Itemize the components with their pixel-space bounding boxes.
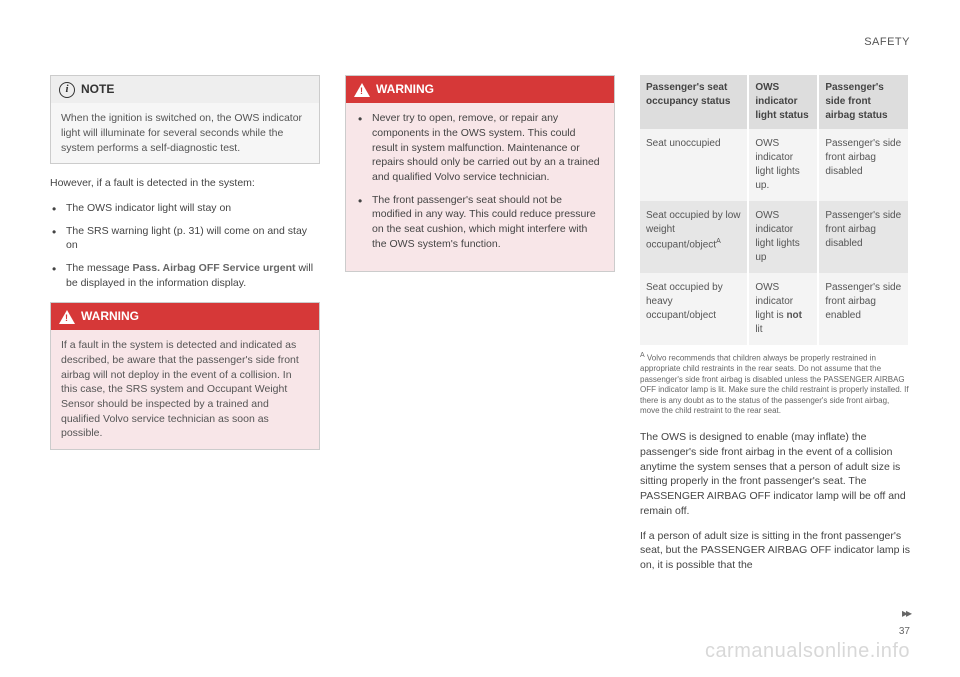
- th-3: Passenger's side front airbag status: [818, 75, 909, 129]
- bullet-3-bold: Pass. Airbag OFF Service urgent: [133, 262, 296, 274]
- th-1: Passenger's seat occupancy status: [640, 75, 748, 129]
- info-icon: i: [59, 82, 75, 98]
- warning2-bullet-2: The front passenger's seat should not be…: [356, 193, 604, 252]
- ows-para-1: The OWS is designed to enable (may infla…: [640, 430, 910, 518]
- bullet-2: The SRS warning light (p. 31) will come …: [50, 224, 320, 253]
- note-title: NOTE: [81, 81, 114, 98]
- warning-title-1: WARNING: [81, 308, 139, 325]
- intro-text: However, if a fault is detected in the s…: [50, 176, 320, 191]
- column-3: Passenger's seat occupancy status OWS in…: [640, 75, 910, 582]
- section-header: SAFETY: [50, 35, 910, 50]
- r2c3: Passenger's side front airbag disabled: [818, 201, 909, 273]
- ows-para-2: If a person of adult size is sitting in …: [640, 529, 910, 573]
- continue-marker: ▸▸: [902, 605, 910, 622]
- warning-body-1: If a fault in the system is detected and…: [51, 330, 319, 449]
- column-2: WARNING Never try to open, remove, or re…: [345, 75, 615, 582]
- warning-icon: [59, 310, 75, 324]
- warning-title-2: WARNING: [376, 81, 434, 98]
- fault-bullets: The OWS indicator light will stay on The…: [50, 201, 320, 290]
- r3c1: Seat occupied by heavy occupant/object: [640, 273, 748, 345]
- warning2-bullet-1: Never try to open, remove, or repair any…: [356, 111, 604, 184]
- warning-header-1: WARNING: [51, 303, 319, 330]
- warning-body-2: Never try to open, remove, or repair any…: [346, 103, 614, 271]
- note-header: i NOTE: [51, 76, 319, 103]
- r1c1: Seat unoccupied: [640, 129, 748, 201]
- warning-callout-2: WARNING Never try to open, remove, or re…: [345, 75, 615, 272]
- r1c2: OWS indicator light lights up.: [748, 129, 818, 201]
- warning-header-2: WARNING: [346, 76, 614, 103]
- bullet-3: The message Pass. Airbag OFF Service urg…: [50, 261, 320, 290]
- watermark: carmanualsonline.info: [705, 637, 910, 665]
- r3c2: OWS indicator light is not lit: [748, 273, 818, 345]
- warning-callout-1: WARNING If a fault in the system is dete…: [50, 302, 320, 450]
- r1c3: Passenger's side front airbag disabled: [818, 129, 909, 201]
- note-callout: i NOTE When the ignition is switched on,…: [50, 75, 320, 164]
- r2c1: Seat occupied by low weight occupant/obj…: [640, 201, 748, 273]
- column-1: i NOTE When the ignition is switched on,…: [50, 75, 320, 582]
- warning-icon: [354, 83, 370, 97]
- r2c2: OWS indicator light lights up: [748, 201, 818, 273]
- footnote: A Volvo recommends that children always …: [640, 351, 910, 416]
- r3c3: Passenger's side front airbag enabled: [818, 273, 909, 345]
- status-table: Passenger's seat occupancy status OWS in…: [640, 75, 910, 345]
- th-2: OWS indicator light status: [748, 75, 818, 129]
- bullet-1: The OWS indicator light will stay on: [50, 201, 320, 216]
- note-body: When the ignition is switched on, the OW…: [51, 103, 319, 163]
